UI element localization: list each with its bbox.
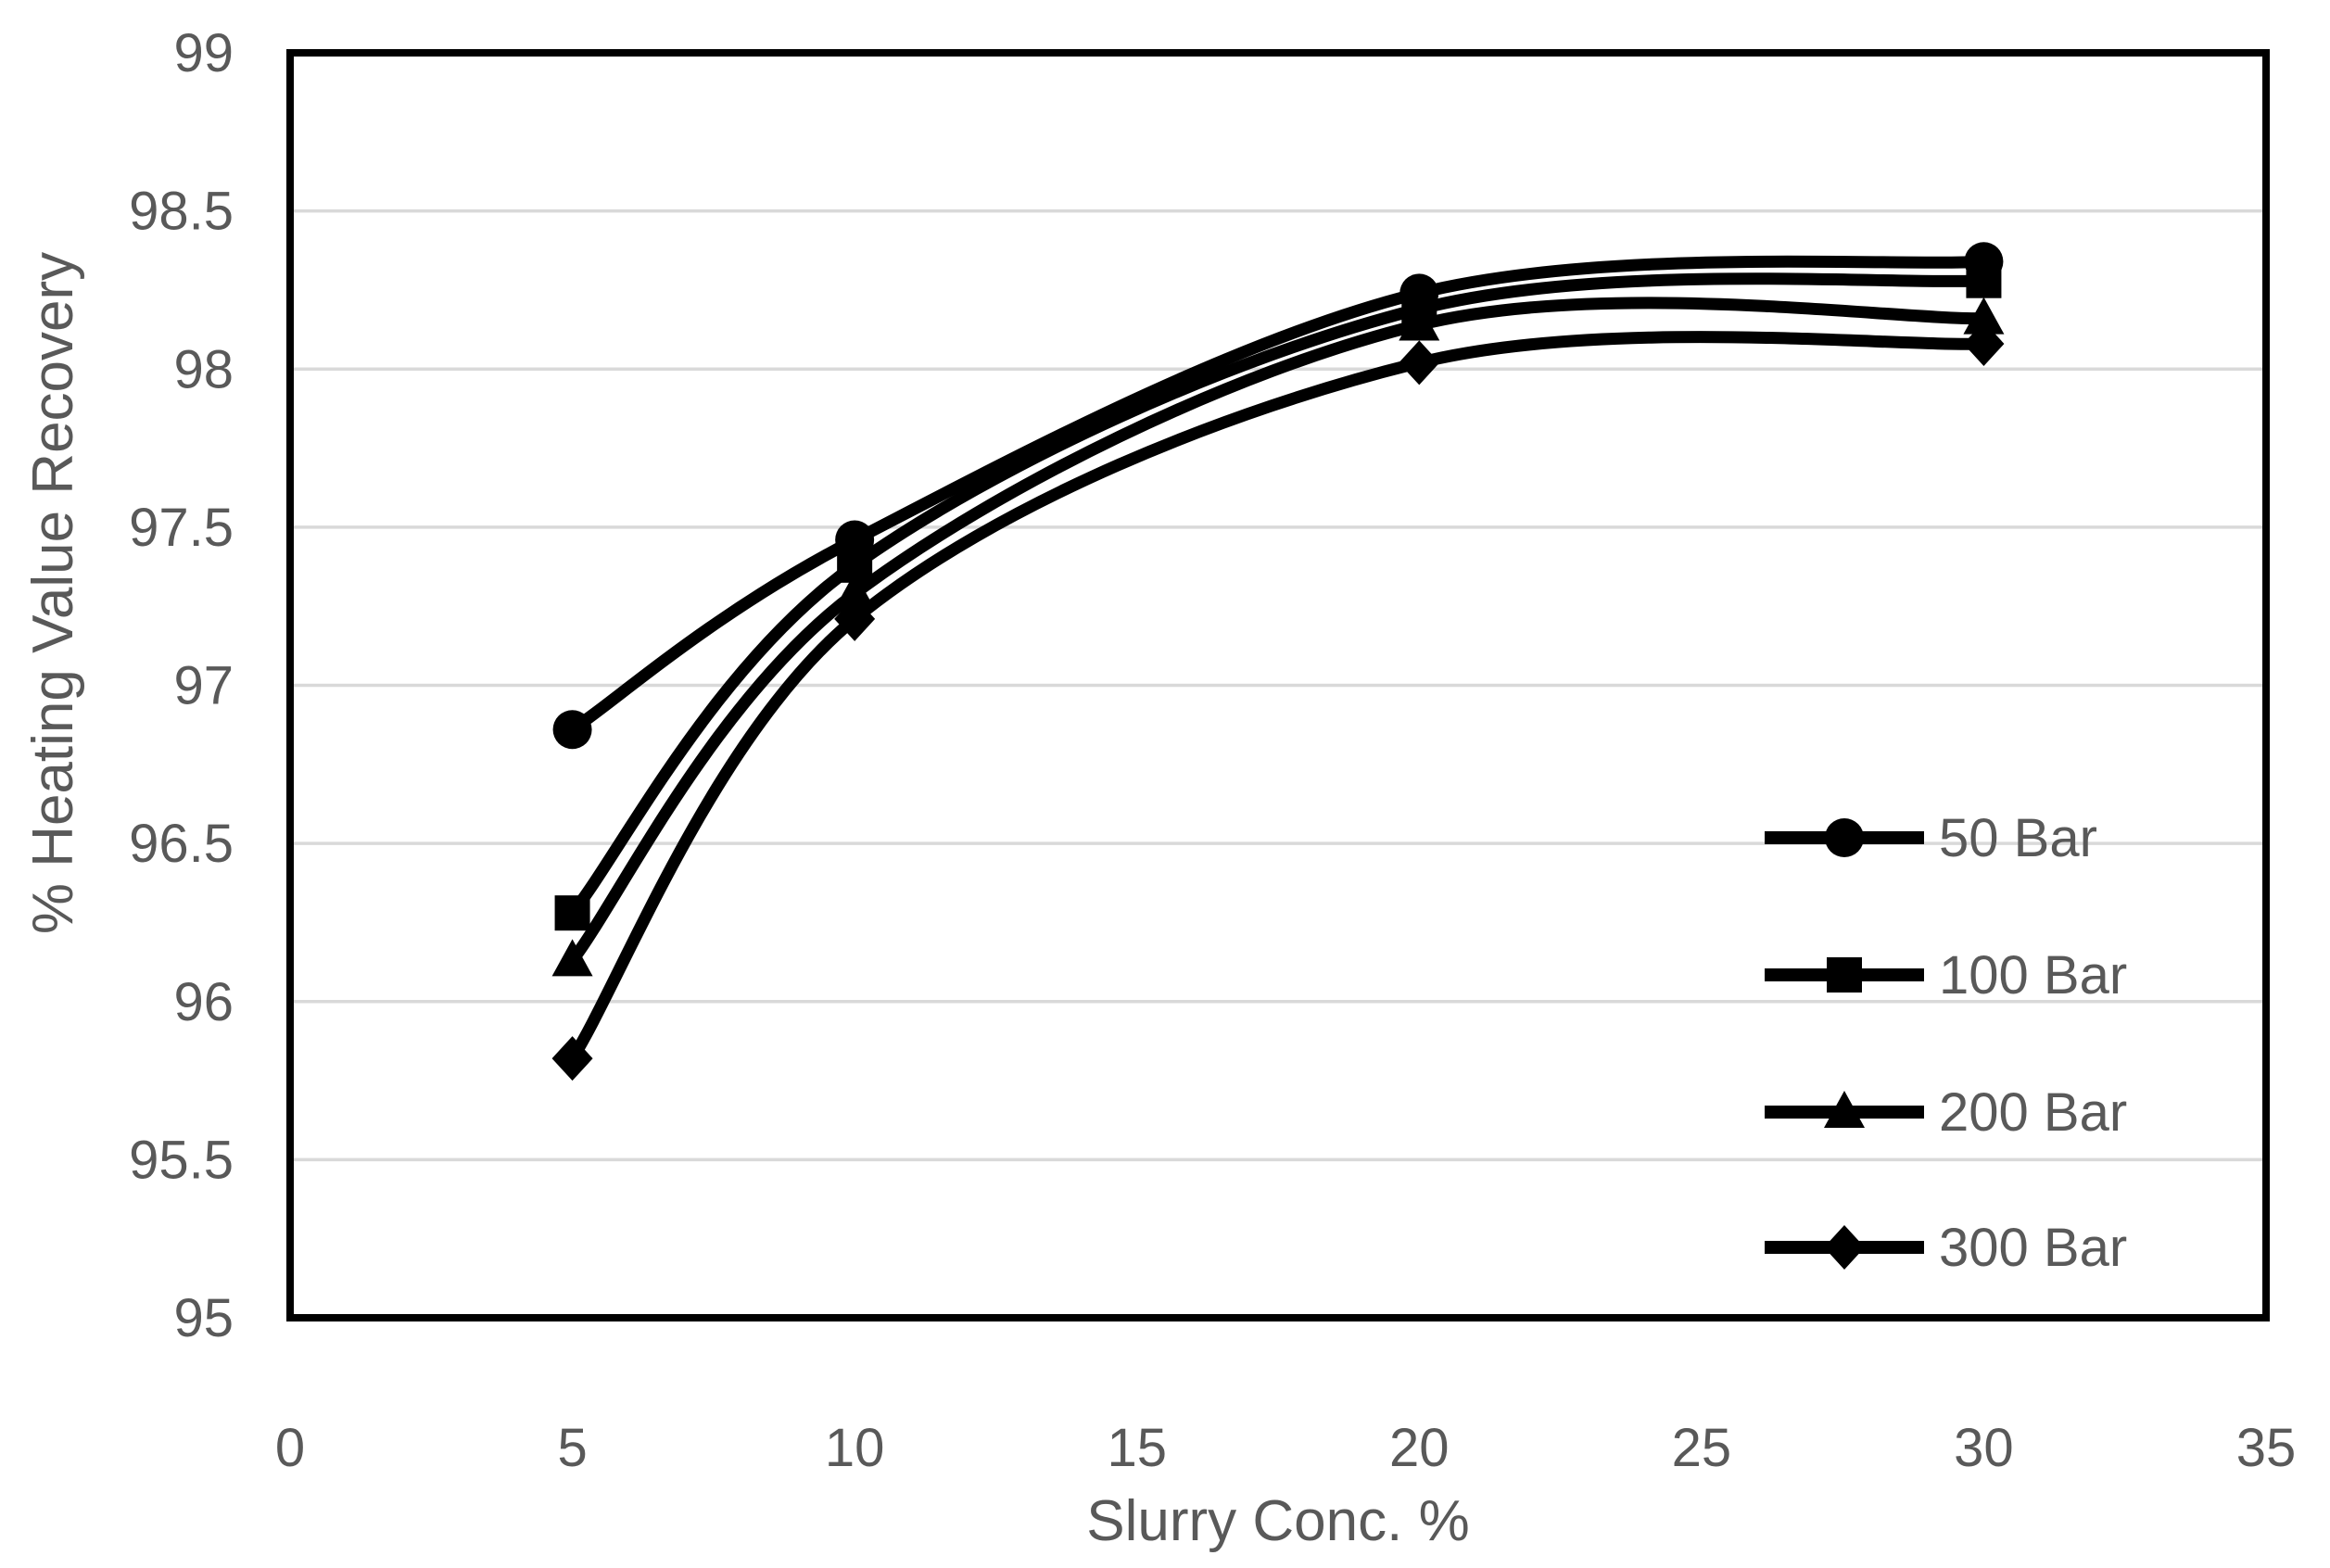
marker-100-bar-x5 <box>554 895 590 931</box>
x-tick-label-20: 20 <box>1389 1418 1450 1478</box>
legend-label-100-bar: 100 Bar <box>1939 945 2127 1005</box>
x-tick-label-5: 5 <box>557 1418 587 1478</box>
y-tick-label-95: 95 <box>173 1288 234 1348</box>
legend-item-50-bar: 50 Bar <box>1765 808 2097 868</box>
marker-200-bar-x20 <box>1399 303 1440 341</box>
y-tick-label-99: 99 <box>173 23 234 83</box>
legend-item-100-bar: 100 Bar <box>1765 945 2127 1005</box>
series-line-100-bar <box>566 272 1990 919</box>
legend-label-200-bar: 200 Bar <box>1939 1082 2127 1143</box>
marker-300-bar-x5 <box>551 1036 593 1081</box>
legend-item-200-bar: 200 Bar <box>1765 1082 2127 1143</box>
series-line-200-bar <box>566 297 1990 967</box>
x-tick-label-15: 15 <box>1107 1418 1167 1478</box>
x-tick-label-0: 0 <box>275 1418 305 1478</box>
x-axis-title: Slurry Conc. % <box>1086 1489 1469 1553</box>
y-tick-label-96: 96 <box>173 972 234 1032</box>
marker-50-bar-x5 <box>552 710 592 750</box>
y-tick-label-97: 97 <box>173 656 234 716</box>
y-tick-label-95-5: 95.5 <box>129 1130 234 1190</box>
marker-300-bar-x20 <box>1399 340 1440 386</box>
x-tick-label-10: 10 <box>825 1418 885 1478</box>
legend-marker-50-bar <box>1825 818 1864 857</box>
marker-200-bar-x5 <box>551 939 593 977</box>
marker-300-bar-x30 <box>1963 321 2005 366</box>
marker-300-bar-x10 <box>834 596 876 641</box>
legend-item-300-bar: 300 Bar <box>1765 1218 2127 1278</box>
y-tick-label-98-5: 98.5 <box>129 182 234 242</box>
x-tick-label-30: 30 <box>1954 1418 2014 1478</box>
legend-label-50-bar: 50 Bar <box>1939 808 2097 868</box>
y-tick-label-97-5: 97.5 <box>129 498 234 558</box>
legend-label-300-bar: 300 Bar <box>1939 1218 2127 1278</box>
marker-100-bar-x30 <box>1966 262 2002 298</box>
y-tick-label-96-5: 96.5 <box>129 814 234 874</box>
legend-marker-200-bar <box>1824 1091 1865 1128</box>
series-line-300-bar <box>566 331 1990 1065</box>
plot-border <box>286 49 2270 1321</box>
x-tick-label-35: 35 <box>2236 1418 2297 1478</box>
legend-marker-100-bar <box>1827 957 1862 993</box>
y-axis-title: % Heating Value Recovery <box>21 252 85 934</box>
marker-200-bar-x30 <box>1963 297 2005 335</box>
legend-marker-300-bar <box>1824 1225 1865 1270</box>
series-line-50-bar <box>566 255 1990 736</box>
y-tick-label-98: 98 <box>173 339 234 399</box>
x-tick-label-25: 25 <box>1672 1418 1732 1478</box>
marker-200-bar-x10 <box>834 572 876 610</box>
